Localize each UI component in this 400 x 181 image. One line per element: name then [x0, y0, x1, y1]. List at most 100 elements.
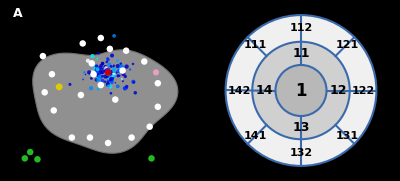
Point: [111, 74, 117, 77]
Point: [116, 69, 122, 71]
Point: [114, 59, 121, 62]
Point: [122, 87, 128, 90]
Point: [85, 59, 91, 62]
Point: [40, 55, 46, 58]
Text: 13: 13: [292, 121, 310, 134]
Point: [97, 70, 103, 73]
Point: [89, 71, 96, 74]
Point: [109, 77, 115, 79]
Point: [93, 78, 100, 81]
Point: [111, 34, 117, 37]
Point: [127, 68, 133, 71]
Circle shape: [226, 15, 376, 166]
Point: [108, 92, 114, 95]
Point: [118, 65, 125, 68]
Text: 132: 132: [290, 148, 312, 158]
Point: [96, 75, 102, 78]
Point: [90, 64, 96, 67]
Point: [105, 68, 112, 71]
Point: [90, 73, 97, 76]
Point: [123, 49, 129, 52]
Point: [95, 88, 101, 91]
Point: [99, 67, 106, 70]
Point: [89, 54, 96, 57]
Point: [105, 79, 112, 82]
Point: [131, 81, 137, 84]
Text: 122: 122: [352, 85, 375, 96]
Text: 112: 112: [289, 23, 313, 33]
Point: [102, 70, 109, 73]
Point: [50, 109, 57, 112]
Point: [108, 70, 115, 73]
Point: [98, 64, 104, 67]
Point: [115, 74, 121, 77]
Point: [106, 76, 112, 79]
Point: [111, 68, 117, 71]
Point: [92, 68, 99, 71]
Point: [111, 70, 117, 73]
Text: 111: 111: [244, 40, 267, 50]
Point: [119, 69, 126, 72]
Point: [124, 87, 130, 90]
Point: [120, 80, 126, 83]
Point: [107, 47, 113, 50]
Point: [114, 71, 120, 74]
Point: [114, 85, 121, 88]
Point: [112, 81, 119, 84]
Point: [155, 82, 161, 85]
Point: [110, 78, 116, 81]
Point: [105, 72, 111, 75]
Point: [116, 74, 123, 77]
Point: [105, 71, 111, 74]
Point: [80, 78, 86, 81]
Text: 14: 14: [255, 84, 273, 97]
Point: [94, 68, 101, 71]
Point: [104, 76, 110, 79]
Point: [124, 65, 130, 68]
Point: [105, 82, 111, 85]
Point: [99, 70, 106, 73]
Point: [104, 69, 110, 72]
Point: [99, 79, 106, 82]
Point: [119, 77, 125, 80]
Point: [102, 66, 109, 69]
Point: [120, 73, 127, 75]
Point: [102, 75, 108, 78]
Point: [108, 73, 114, 76]
Point: [98, 72, 105, 75]
Point: [87, 136, 93, 139]
Point: [67, 83, 73, 86]
Point: [103, 67, 110, 70]
Point: [98, 37, 104, 39]
Point: [109, 81, 115, 84]
Point: [81, 71, 88, 74]
Point: [155, 105, 161, 108]
Point: [112, 98, 118, 101]
Point: [118, 65, 125, 68]
Point: [132, 91, 138, 94]
Point: [95, 78, 102, 81]
Point: [49, 73, 55, 76]
Point: [95, 52, 102, 55]
Point: [130, 80, 136, 83]
Point: [109, 74, 115, 77]
Point: [94, 71, 101, 74]
Point: [122, 75, 128, 78]
Point: [88, 77, 94, 80]
Text: 1: 1: [295, 81, 307, 100]
Point: [116, 66, 122, 69]
Point: [97, 67, 103, 70]
Point: [88, 62, 95, 65]
Point: [105, 72, 111, 75]
Point: [98, 76, 104, 79]
Point: [109, 54, 115, 57]
Point: [148, 157, 155, 160]
Point: [96, 76, 102, 79]
Point: [95, 78, 102, 81]
Point: [80, 42, 86, 45]
Text: 11: 11: [292, 47, 310, 60]
Point: [109, 79, 116, 82]
Point: [117, 64, 123, 66]
Point: [153, 71, 159, 74]
Point: [34, 158, 41, 161]
